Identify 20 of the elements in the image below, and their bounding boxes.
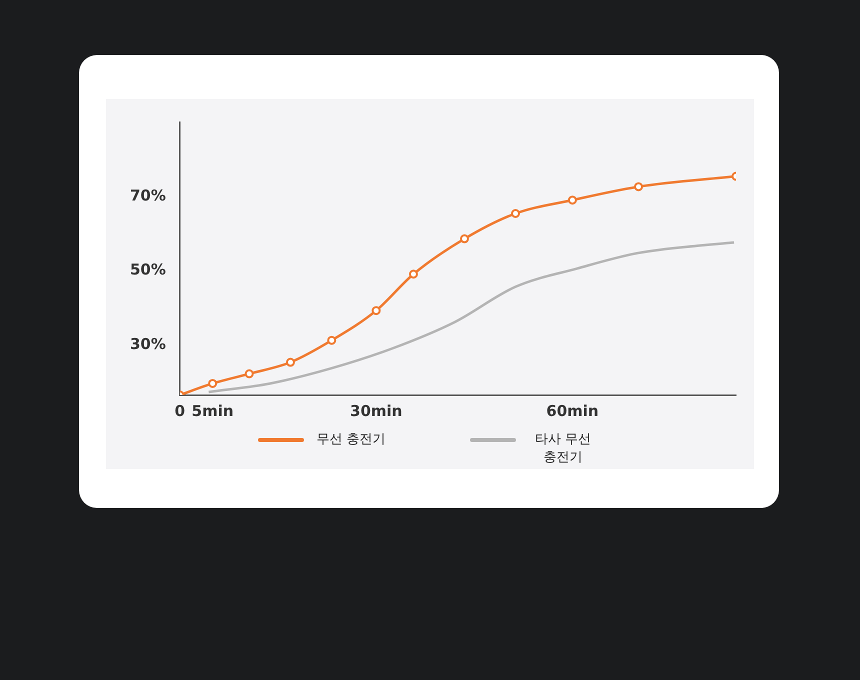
point xyxy=(568,196,577,205)
point xyxy=(208,378,218,388)
point xyxy=(327,336,336,345)
x-tick-label: 0 xyxy=(174,402,186,420)
y-tick-label: 30% xyxy=(130,335,166,354)
x-tick-label: 60min xyxy=(546,402,599,420)
x-tick-label: 5min xyxy=(192,402,234,420)
point xyxy=(634,182,644,192)
y-tick-label: 70% xyxy=(130,186,166,204)
point xyxy=(408,270,418,279)
x-tick-label: 30min xyxy=(350,402,402,420)
point xyxy=(286,358,295,367)
point xyxy=(244,369,254,378)
line-series xyxy=(207,241,736,394)
legend-label: 무선 충전기 xyxy=(315,431,387,449)
point xyxy=(372,306,381,316)
point xyxy=(460,234,469,244)
y-tick-label: 50% xyxy=(130,260,166,279)
point xyxy=(511,208,520,218)
legend-label: 타사 무선 충전기 xyxy=(534,431,592,467)
